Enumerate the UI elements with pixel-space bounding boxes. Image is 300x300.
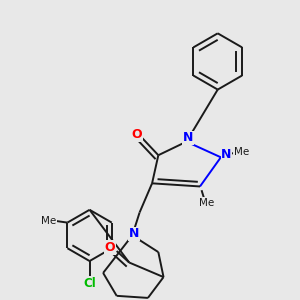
Text: Me: Me [233,147,249,157]
Text: O: O [104,241,115,254]
Text: N: N [129,227,139,240]
Text: Me: Me [199,198,214,208]
Text: O: O [132,128,142,142]
Text: Cl: Cl [83,277,96,290]
Text: N: N [221,148,232,161]
Text: N: N [183,131,193,144]
Text: Me: Me [41,216,56,226]
